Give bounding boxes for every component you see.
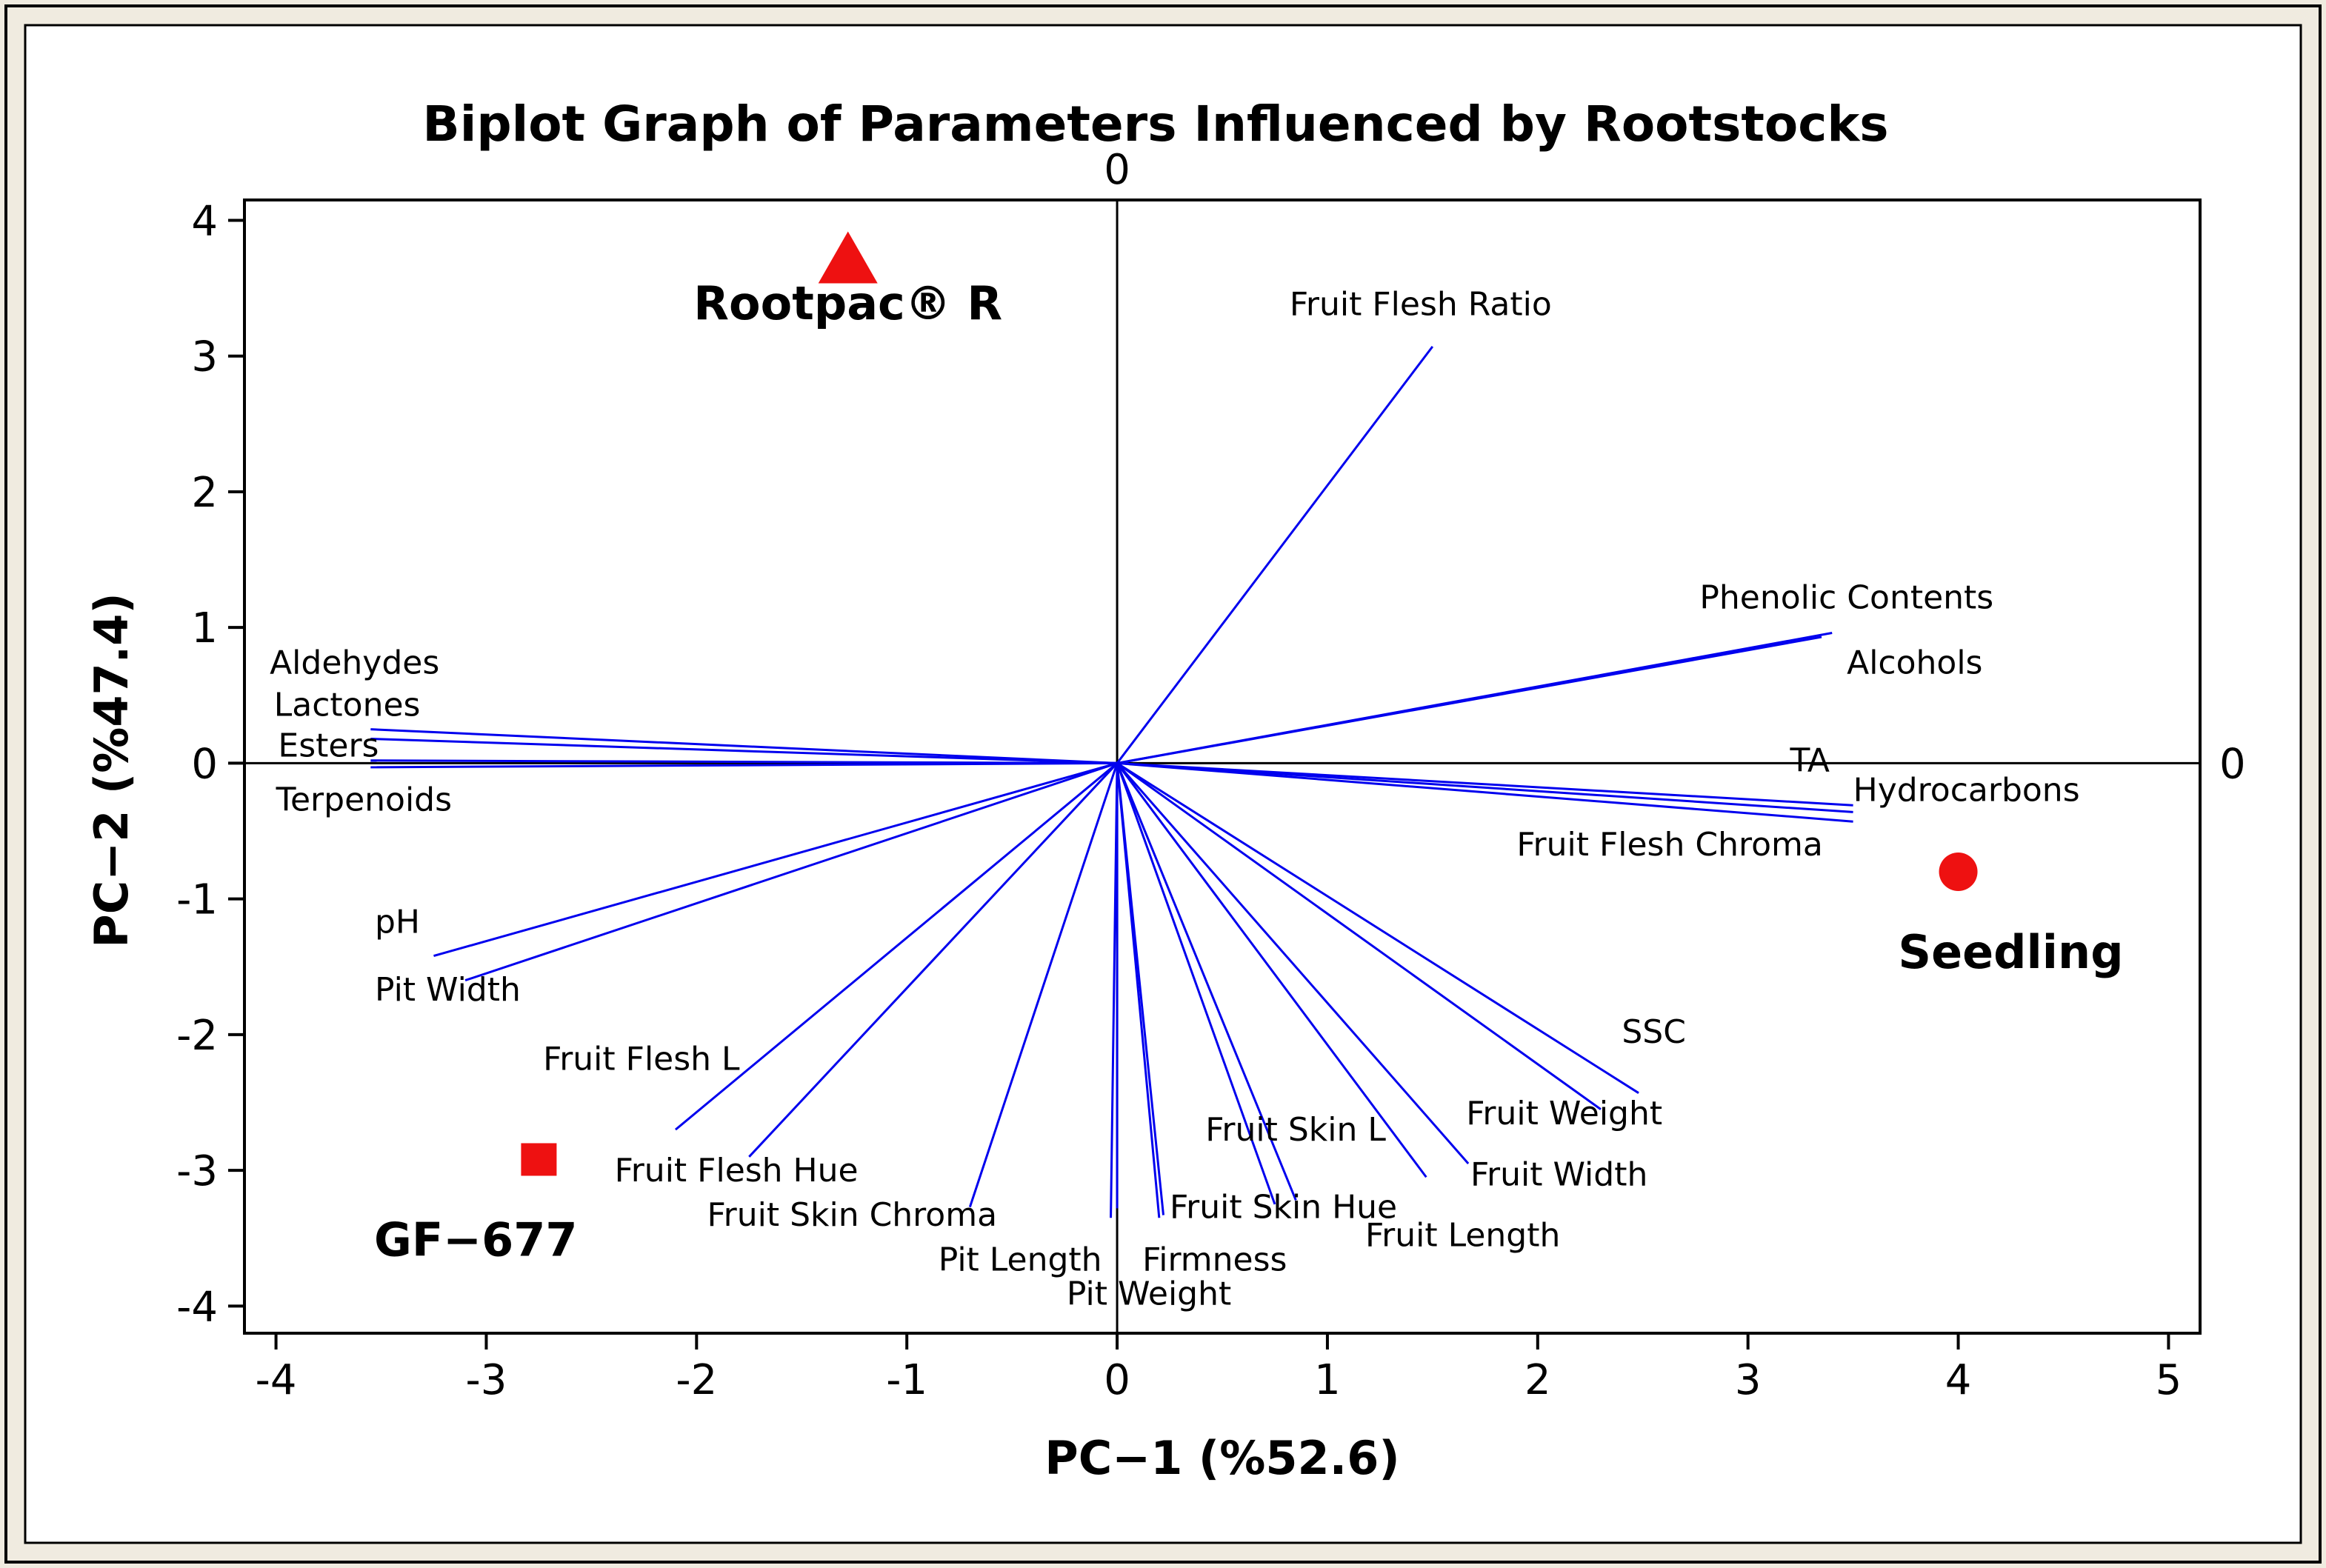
vector-fruit-length	[1116, 762, 1297, 1201]
vector-fruit-flesh-ratio	[1116, 345, 1434, 764]
label-fruit-skin-chroma: Fruit Skin Chroma	[707, 1196, 998, 1234]
marker-seedling	[1939, 853, 1978, 892]
x-tick-label: 1	[1314, 1356, 1341, 1404]
x-tick-label: 0	[1104, 1356, 1130, 1404]
y-axis-title: PC−2 (%47.4)	[84, 593, 139, 947]
vector-alcohols	[1116, 635, 1822, 764]
x-tick-label: -3	[466, 1356, 507, 1404]
label-ssc: SSC	[1622, 1013, 1686, 1051]
chart-title: Biplot Graph of Parameters Influenced by…	[422, 96, 1888, 153]
marker-rootpac-r	[818, 231, 878, 284]
label-ph: pH	[375, 903, 420, 941]
y-tick-label: 2	[191, 469, 218, 517]
x-tick-label: -4	[256, 1356, 297, 1404]
label-aldehydes: Aldehydes	[270, 644, 439, 681]
vector-hydrocarbons	[1116, 761, 1853, 813]
vector-fruit-flesh-l	[674, 762, 1119, 1131]
observation-label-seedling: Seedling	[1898, 925, 2123, 979]
label-lactones: Lactones	[274, 686, 421, 724]
observation-label-rootpac-r: Rootpac® R	[693, 276, 1002, 330]
x-tick-label: -1	[886, 1356, 927, 1404]
label-fruit-width: Fruit Width	[1470, 1155, 1647, 1193]
vector-ssc	[1116, 762, 1639, 1094]
vector-fruit-skin-chroma	[968, 762, 1119, 1208]
label-pit-width: Pit Width	[375, 971, 521, 1009]
observations: Rootpac® R Seedling GF−677	[374, 231, 2124, 1267]
label-firmness: Firmness	[1142, 1241, 1287, 1279]
label-alcohols: Alcohols	[1847, 644, 1982, 681]
horizontal-reference-label: 0	[2219, 740, 2246, 788]
label-fruit-flesh-ratio: Fruit Flesh Ratio	[1290, 286, 1552, 324]
y-tick-label: -2	[176, 1012, 218, 1060]
label-fruit-flesh-chroma: Fruit Flesh Chroma	[1516, 826, 1822, 864]
label-esters: Esters	[278, 727, 379, 764]
vector-ph	[433, 761, 1118, 958]
label-fruit-flesh-l: Fruit Flesh L	[543, 1041, 740, 1078]
vertical-reference-label: 0	[1104, 146, 1130, 194]
axis-ticks: -4 -3 -2 -1 0 1 2 3 4 5 -4 -3 -2 -1 0 1 2 3 4	[176, 197, 2182, 1404]
label-terpenoids: Terpenoids	[276, 781, 452, 819]
vector-ta	[1116, 761, 1853, 807]
x-tick-label: 3	[1735, 1356, 1762, 1404]
label-pit-weight: Pit Weight	[1067, 1275, 1231, 1313]
observation-label-gf-677: GF−677	[374, 1212, 578, 1267]
loading-vectors	[370, 345, 1853, 1218]
y-tick-label: 1	[191, 604, 218, 653]
vector-esters	[370, 759, 1118, 764]
x-tick-label: 2	[1524, 1356, 1551, 1404]
label-phenolic-contents: Phenolic Contents	[1699, 579, 1993, 617]
vector-labels: Fruit Flesh Ratio Phenolic Contents Alcoho…	[270, 286, 2080, 1313]
marker-gf-677	[521, 1143, 557, 1176]
x-tick-label: -2	[676, 1356, 717, 1404]
vector-fruit-flesh-hue	[748, 762, 1119, 1158]
label-pit-length: Pit Length	[939, 1241, 1102, 1279]
vector-fruit-width	[1116, 762, 1427, 1178]
y-tick-label: -4	[176, 1283, 218, 1331]
label-fruit-skin-l: Fruit Skin L	[1205, 1111, 1386, 1149]
y-tick-label: 0	[191, 740, 218, 788]
vector-fruit-skin-hue	[1116, 763, 1165, 1215]
y-tick-label: -3	[176, 1147, 218, 1195]
x-axis-title: PC−1 (%52.6)	[1044, 1431, 1399, 1485]
vector-ssc	[1116, 762, 1602, 1110]
vector-pit-width	[464, 761, 1118, 982]
label-ta: TA	[1789, 741, 1830, 779]
vector-aldehydes	[370, 728, 1118, 764]
label-hydrocarbons: Hydrocarbons	[1853, 772, 2080, 810]
x-tick-label: 5	[2156, 1356, 2182, 1404]
vector-terpenoids	[370, 761, 1118, 769]
vector-fruit-flesh-chroma	[1116, 761, 1853, 823]
y-tick-label: -1	[176, 876, 218, 924]
vector-fruit-skin-l	[1116, 762, 1276, 1205]
y-tick-label: 3	[191, 333, 218, 381]
vector-lactones	[370, 737, 1118, 764]
label-fruit-flesh-hue: Fruit Flesh Hue	[615, 1152, 859, 1190]
y-tick-label: 4	[191, 197, 218, 245]
label-fruit-length: Fruit Length	[1365, 1217, 1560, 1255]
x-tick-label: 4	[1945, 1356, 1972, 1404]
vector-fruit-weight	[1116, 762, 1470, 1164]
label-fruit-weight: Fruit Weight	[1466, 1095, 1662, 1132]
label-fruit-skin-hue: Fruit Skin Hue	[1170, 1188, 1397, 1226]
